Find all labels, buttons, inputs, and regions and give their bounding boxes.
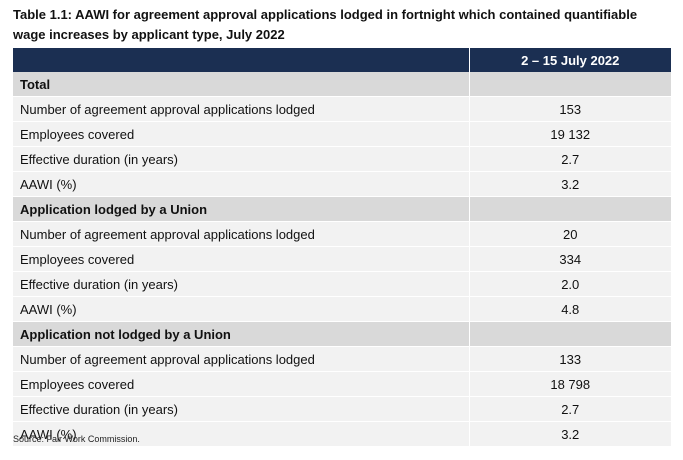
row-label: Employees covered	[13, 371, 469, 397]
table-row: AAWI (%) 3.2	[13, 421, 671, 447]
table-row: Effective duration (in years) 2.0	[13, 271, 671, 297]
row-label: AAWI (%)	[13, 171, 469, 197]
data-table: 2 – 15 July 2022 Total Number of agreeme…	[13, 48, 671, 447]
row-value: 18 798	[468, 371, 671, 397]
row-label: AAWI (%)	[13, 421, 469, 447]
table-header-row: 2 – 15 July 2022	[13, 48, 671, 72]
table-row: AAWI (%) 3.2	[13, 171, 671, 197]
section-title: Application lodged by a Union	[13, 196, 469, 222]
row-value: 20	[468, 221, 671, 247]
row-label: Number of agreement approval application…	[13, 221, 469, 247]
row-label: Employees covered	[13, 246, 469, 272]
column-header-period: 2 – 15 July 2022	[469, 48, 671, 72]
row-value: 2.7	[468, 396, 671, 422]
row-value: 19 132	[468, 121, 671, 147]
row-value: 133	[468, 346, 671, 372]
table-row: AAWI (%) 4.8	[13, 296, 671, 322]
row-value: 4.8	[468, 296, 671, 322]
row-value: 153	[468, 96, 671, 122]
section-row-not-union: Application not lodged by a Union	[13, 321, 671, 347]
table-row: Number of agreement approval application…	[13, 96, 671, 122]
table-row: Employees covered 334	[13, 246, 671, 272]
row-label: Number of agreement approval application…	[13, 96, 469, 122]
table-title: Table 1.1: AAWI for agreement approval a…	[13, 7, 638, 42]
row-value: 3.2	[468, 171, 671, 197]
table-row: Number of agreement approval application…	[13, 346, 671, 372]
row-label: Effective duration (in years)	[13, 396, 469, 422]
row-value: 334	[468, 246, 671, 272]
table-row: Number of agreement approval application…	[13, 221, 671, 247]
section-row-union: Application lodged by a Union	[13, 196, 671, 222]
section-title: Total	[13, 72, 469, 97]
section-title: Application not lodged by a Union	[13, 321, 469, 347]
row-label: Effective duration (in years)	[13, 271, 469, 297]
row-label: Effective duration (in years)	[13, 146, 469, 172]
section-row-total: Total	[13, 72, 671, 97]
table-row: Employees covered 18 798	[13, 371, 671, 397]
row-value: 2.7	[468, 146, 671, 172]
row-value: 3.2	[468, 421, 671, 447]
row-value: 2.0	[468, 271, 671, 297]
table-row: Employees covered 19 132	[13, 121, 671, 147]
source-note: Source: Fair Work Commission.	[13, 434, 140, 444]
row-label: AAWI (%)	[13, 296, 469, 322]
table-row: Effective duration (in years) 2.7	[13, 396, 671, 422]
header-blank-cell	[13, 48, 470, 72]
table-row: Effective duration (in years) 2.7	[13, 146, 671, 172]
row-label: Number of agreement approval application…	[13, 346, 469, 372]
row-label: Employees covered	[13, 121, 469, 147]
